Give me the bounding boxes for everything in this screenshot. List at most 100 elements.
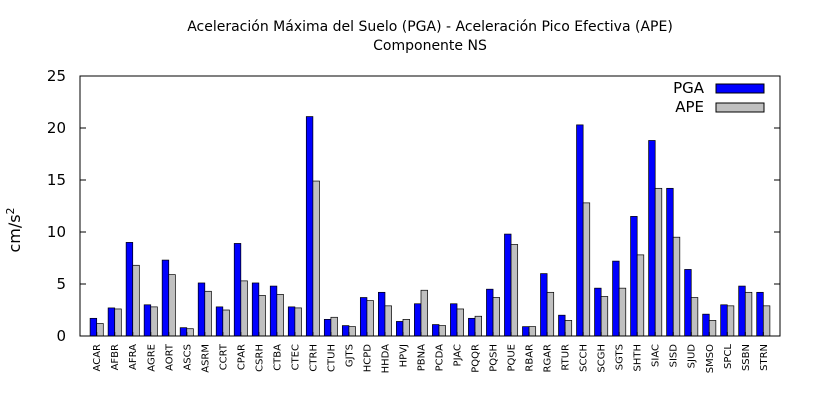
bar-pga-afra: [125, 242, 134, 337]
bar-ape-hhda: [384, 305, 392, 337]
bar-pga-afbr: [107, 307, 116, 337]
x-tick-label-rbar: RBAR: [525, 344, 536, 372]
bar-ape-shth: [636, 254, 645, 337]
x-tick-label-afra: AFRA: [128, 344, 139, 370]
bar-pga-sjud: [684, 269, 692, 337]
x-tick-label-rgar: RGAR: [543, 344, 554, 373]
bar-ape-pqsh: [492, 297, 501, 337]
bar-ape-pqqr: [474, 315, 482, 337]
y-tick-label-15: 15: [47, 171, 66, 189]
bar-pga-pjac: [450, 303, 458, 337]
x-tick-label-spcl: SPCL: [723, 344, 734, 369]
bar-ape-asrm: [204, 290, 212, 337]
chart-title: Aceleración Máxima del Suelo (PGA) - Ace…: [187, 19, 673, 35]
x-tick-label-hhda: HHDA: [380, 344, 391, 374]
bar-pga-rtur: [558, 314, 566, 337]
bar-ape-ctuh: [330, 316, 338, 337]
bar-ape-rtur: [564, 320, 573, 337]
x-tick-label-siac: SIAC: [651, 344, 662, 367]
bar-ape-pcda: [438, 325, 446, 337]
bar-ape-hpvj: [402, 319, 410, 337]
bar-ape-acar: [96, 323, 104, 337]
bar-ape-gjts: [348, 326, 356, 337]
bar-pga-ctuh: [323, 319, 332, 337]
bar-pga-pqsh: [486, 288, 494, 337]
bar-ape-pque: [510, 244, 519, 337]
x-tick-label-pqqr: PQQR: [471, 344, 482, 373]
bar-pga-rbar: [522, 326, 530, 337]
bar-pga-aort: [161, 259, 170, 337]
x-tick-label-csrh: CSRH: [254, 344, 265, 372]
x-tick-label-ctuh: CTUH: [326, 344, 337, 372]
bar-pga-pcda: [432, 324, 440, 337]
legend-swatch-pga: [715, 83, 765, 94]
y-tick-label-25: 25: [47, 67, 66, 85]
bar-ape-sisd: [672, 236, 681, 337]
bar-pga-spcl: [720, 304, 728, 337]
y-ticks-group: 0 5 10 15 20 25: [47, 67, 780, 345]
bar-pga-smso: [702, 313, 710, 337]
x-tick-label-rtur: RTUR: [561, 344, 572, 371]
bar-ape-scgh: [600, 296, 609, 337]
y-tick-label-20: 20: [47, 119, 66, 137]
chart-subtitle: Componente NS: [373, 38, 487, 54]
plot-frame: [79, 75, 781, 337]
bar-pga-cpar: [233, 243, 242, 337]
bar-pga-hpvj: [396, 321, 404, 337]
y-tick-label-5: 5: [56, 275, 66, 293]
x-tick-label-sisd: SISD: [669, 344, 680, 368]
bar-pga-ctrh: [305, 116, 314, 337]
bar-pga-scch: [576, 124, 584, 337]
x-tick-label-pbna: PBNA: [416, 344, 427, 371]
bar-ape-scch: [582, 202, 591, 337]
x-ticks-group: ACAR AFBR AFRA AGRE AORT ASCS ASRM CCRT CPAR CSRH…: [92, 332, 770, 373]
bar-ape-ctrh: [312, 180, 320, 337]
legend-label-ape: APE: [675, 98, 704, 116]
x-tick-label-ccrt: CCRT: [218, 343, 229, 370]
bar-ape-cpar: [240, 280, 248, 337]
bar-pga-siac: [648, 140, 656, 337]
bar-ape-ascs: [186, 328, 194, 337]
x-tick-label-ctba: CTBA: [272, 344, 283, 371]
x-tick-label-ctrh: CTRH: [308, 344, 319, 372]
bar-ape-ccrt: [222, 309, 230, 337]
bar-pga-gjts: [341, 325, 350, 337]
bar-pga-ccrt: [215, 306, 224, 337]
y-axis-label-superscript: 2: [4, 207, 17, 214]
bar-pga-hhda: [378, 291, 386, 337]
legend: PGA APE: [673, 79, 765, 116]
bar-ape-ssbn: [744, 291, 753, 337]
x-tick-label-cpar: CPAR: [236, 344, 247, 370]
x-tick-label-hpvj: HPVJ: [398, 344, 409, 367]
legend-label-pga: PGA: [673, 79, 705, 97]
bar-pga-pbna: [414, 303, 422, 337]
x-tick-label-asrm: ASRM: [200, 344, 211, 373]
x-tick-label-pcda: PCDA: [435, 344, 446, 372]
x-tick-label-acar: ACAR: [92, 344, 103, 371]
x-tick-label-hcpd: HCPD: [362, 344, 373, 373]
x-tick-label-sgts: SGTS: [615, 344, 626, 370]
bar-pga-agre: [143, 304, 152, 337]
bar-ape-spcl: [726, 305, 735, 337]
x-tick-label-shth: SHTH: [633, 344, 644, 372]
bar-ape-ctec: [294, 307, 302, 337]
bar-ape-agre: [150, 306, 158, 337]
bar-ape-afbr: [114, 308, 122, 337]
x-tick-label-pjac: PJAC: [453, 344, 464, 366]
bar-pga-asrm: [197, 282, 206, 337]
x-tick-label-pqsh: PQSH: [489, 344, 500, 372]
bar-pga-ctec: [287, 306, 296, 337]
x-tick-label-afbr: AFBR: [110, 344, 121, 370]
x-tick-label-agre: AGRE: [146, 344, 157, 372]
y-tick-label-10: 10: [47, 223, 66, 241]
bar-pga-hcpd: [359, 297, 368, 337]
bar-pga-scgh: [594, 287, 602, 337]
bar-pga-sgts: [612, 260, 620, 337]
bar-ape-afra: [132, 264, 140, 337]
bars-group: [89, 116, 771, 337]
bar-pga-sisd: [666, 187, 674, 337]
bar-ape-csrh: [258, 295, 266, 337]
x-tick-label-sjud: SJUD: [687, 344, 698, 369]
x-tick-label-ctec: CTEC: [290, 344, 301, 370]
bar-pga-ctba: [269, 285, 278, 337]
